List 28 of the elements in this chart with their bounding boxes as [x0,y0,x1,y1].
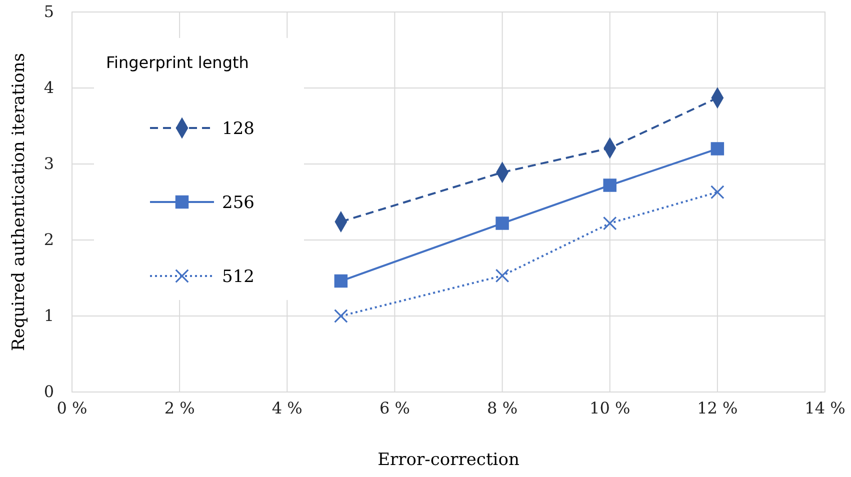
point [710,142,724,156]
y-tick-label: 4 [44,78,54,98]
x-tick-label: 12 % [697,398,738,418]
y-tick-label: 3 [44,154,54,174]
legend-label: 256 [222,193,254,213]
x-tick-label: 10 % [590,398,630,418]
x-tick-label: 4 % [272,398,302,418]
y-tick-label: 1 [44,306,54,326]
point [496,216,509,230]
y-tick-label: 5 [44,2,54,22]
y-axis-title: Required authentication iterations [9,52,29,352]
point [334,274,348,288]
x-axis-title: Error-correction [378,450,520,470]
x-tick-label: 0 % [56,398,88,418]
x-tick-label: 2 % [164,398,195,418]
y-tick-label: 2 [44,230,54,250]
x-tick-label: 14 % [804,398,846,418]
x-tick-label: 6 % [379,398,410,418]
y-tick-label: 0 [44,382,54,402]
x-tick-label: 8 % [487,398,518,418]
point [603,178,616,192]
legend-title: Fingerprint length [106,53,249,72]
point [334,309,348,323]
legend-label: 512 [222,267,254,287]
point [602,216,617,230]
point [710,185,724,200]
legend-label: 128 [222,119,254,139]
point [495,268,510,283]
